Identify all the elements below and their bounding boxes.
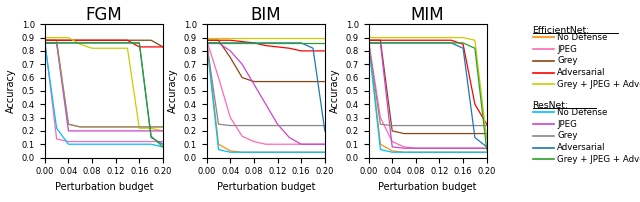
X-axis label: Perturbation budget: Perturbation budget (378, 182, 477, 192)
Text: No Defense: No Defense (557, 108, 607, 117)
Title: BIM: BIM (250, 6, 281, 24)
X-axis label: Perturbation budget: Perturbation budget (54, 182, 153, 192)
Y-axis label: Accuracy: Accuracy (330, 69, 340, 113)
Text: Adversarial: Adversarial (557, 68, 605, 77)
Y-axis label: Accuracy: Accuracy (168, 69, 178, 113)
Text: ResNet:: ResNet: (532, 101, 568, 110)
X-axis label: Perturbation budget: Perturbation budget (216, 182, 315, 192)
Y-axis label: Accuracy: Accuracy (6, 69, 16, 113)
Title: MIM: MIM (411, 6, 444, 24)
Text: Adversarial: Adversarial (557, 143, 605, 152)
Text: Grey: Grey (557, 56, 577, 65)
Text: JPEG: JPEG (557, 44, 577, 54)
Text: Grey + JPEG + Adversarial: Grey + JPEG + Adversarial (557, 155, 640, 164)
Title: FGM: FGM (86, 6, 122, 24)
Text: Grey + JPEG + Adversarial: Grey + JPEG + Adversarial (557, 80, 640, 89)
Text: No Defense: No Defense (557, 33, 607, 42)
Text: EfficientNet:: EfficientNet: (532, 26, 590, 35)
Text: JPEG: JPEG (557, 120, 577, 129)
Text: Grey: Grey (557, 131, 577, 140)
